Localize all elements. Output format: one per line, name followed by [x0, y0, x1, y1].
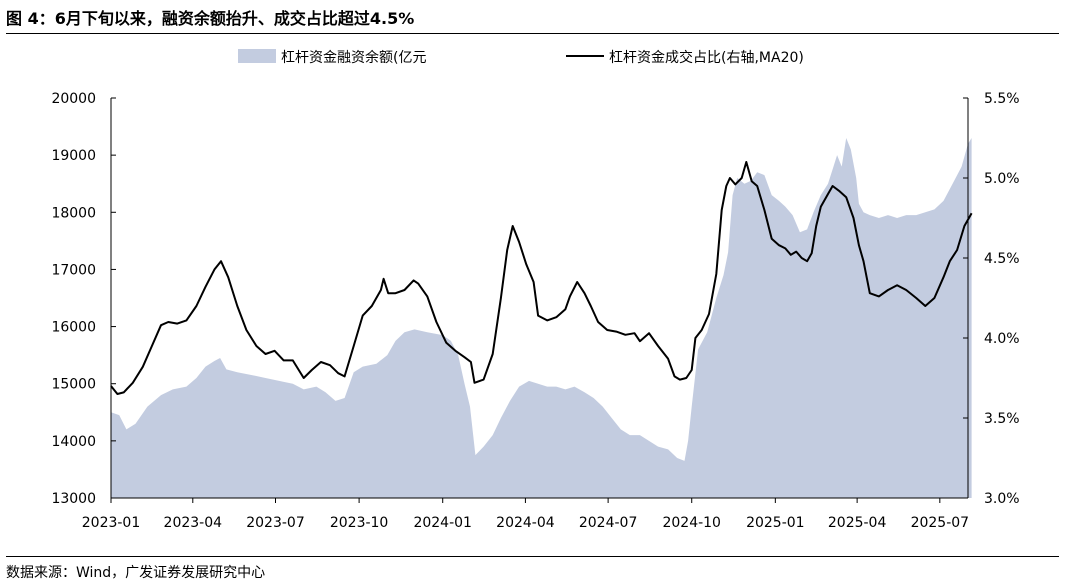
series-line-ratio [110, 161, 973, 395]
right-tick-label: 3.0% [984, 491, 1020, 507]
x-tick-label: 2025-04 [828, 515, 887, 531]
figure-label: 图 4： [6, 9, 55, 28]
left-tick-label: 15000 [51, 377, 96, 393]
bottom-rule [6, 556, 1059, 557]
left-tick-label: 18000 [51, 205, 96, 221]
left-tick-label: 19000 [51, 148, 96, 164]
legend-label-balance: 杠杆资金融资余额(亿元 [281, 49, 426, 66]
plot-area [110, 138, 973, 498]
x-tick-label: 2025-07 [911, 515, 970, 531]
right-tick-label: 5.5% [984, 91, 1020, 107]
series-area-balance [111, 138, 972, 498]
legend-label-ratio: 杠杆资金成交占比(右轴,MA20) [609, 49, 804, 66]
x-tick-label: 2023-07 [246, 515, 305, 531]
left-tick-label: 17000 [51, 262, 96, 278]
left-tick-label: 20000 [51, 91, 96, 107]
source-note: 数据来源：Wind，广发证券发展研究中心 [6, 565, 266, 581]
axes: 13000 14000 15000 16000 17000 18000 19000 20000… [51, 91, 1019, 531]
x-tick-label: 2024-10 [662, 515, 721, 531]
x-tick-label: 2023-10 [330, 515, 389, 531]
x-tick-label: 2023-04 [164, 515, 223, 531]
top-rule [6, 33, 1059, 34]
right-tick-label: 5.0% [984, 171, 1020, 187]
title-text: 6月下旬以来，融资余额抬升、成交占比超过4.5% [54, 9, 415, 28]
x-tick-label: 2024-01 [413, 515, 472, 531]
left-tick-label: 16000 [51, 320, 96, 336]
x-tick-label: 2024-04 [496, 515, 555, 531]
left-tick-label: 14000 [51, 434, 96, 450]
x-tick-label: 2025-01 [746, 515, 805, 531]
x-tick-label: 2023-01 [82, 515, 141, 531]
right-tick-label: 4.5% [984, 251, 1020, 267]
x-tick-label: 2024-07 [579, 515, 638, 531]
legend-area-swatch [238, 49, 276, 63]
right-tick-label: 4.0% [984, 331, 1020, 347]
legend: 杠杆资金融资余额(亿元 杠杆资金成交占比(右轴,MA20) [238, 49, 804, 66]
chart-title: 图 4：6月下旬以来，融资余额抬升、成交占比超过4.5% [6, 5, 414, 29]
right-tick-label: 3.5% [984, 411, 1020, 427]
left-tick-label: 13000 [51, 491, 96, 507]
